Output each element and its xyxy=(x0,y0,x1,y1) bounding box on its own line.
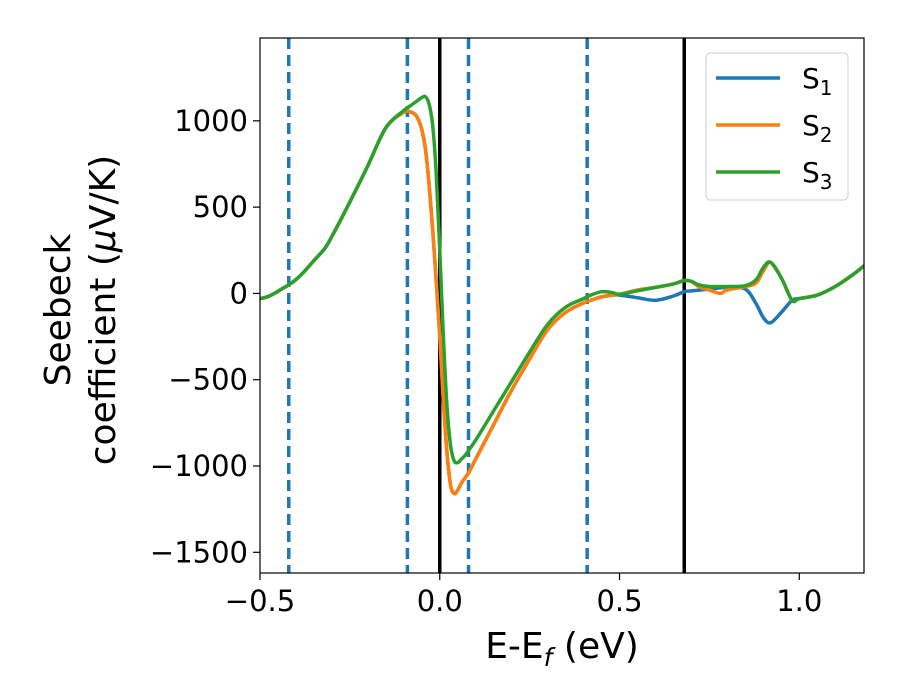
x-axis-label-unit: (eV) xyxy=(552,626,638,667)
legend-label-S1: S1 xyxy=(802,62,833,100)
series-line-S3 xyxy=(260,94,864,465)
y-tick-label: −1500 xyxy=(150,535,248,569)
y-tick-label: −500 xyxy=(168,363,248,397)
x-tick-label: 1.0 xyxy=(776,584,822,618)
y-tick-label: 500 xyxy=(193,190,248,224)
x-tick-label: 0.0 xyxy=(417,584,463,618)
plot-frame xyxy=(259,37,865,574)
legend-label-S3: S3 xyxy=(802,156,833,194)
x-tick-label: 0.5 xyxy=(596,584,642,618)
y-axis-label-unit: V/K) xyxy=(83,155,124,229)
series-lines xyxy=(260,94,864,496)
y-tick-label: 0 xyxy=(230,276,248,310)
x-axis-label: E-Ef (eV) xyxy=(485,626,639,672)
y-axis-label-line2: coefficient (μV/K) xyxy=(83,155,124,465)
y-tick-label: −1000 xyxy=(150,449,248,483)
y-tick-label: 1000 xyxy=(174,104,248,138)
y-axis-ticks: −1500 −1000 −500 0 500 1000 xyxy=(150,104,260,569)
legend: S1 S2 S3 xyxy=(705,52,849,201)
x-axis-ticks: −0.5 0.0 0.5 1.0 xyxy=(225,573,822,618)
y-axis-label-line1: Seebeck xyxy=(38,233,79,386)
y-axis-label-mu: μ xyxy=(83,229,124,253)
x-tick-label: −0.5 xyxy=(225,584,295,618)
reference-lines xyxy=(287,38,686,573)
legend-label-S2: S2 xyxy=(802,109,833,147)
